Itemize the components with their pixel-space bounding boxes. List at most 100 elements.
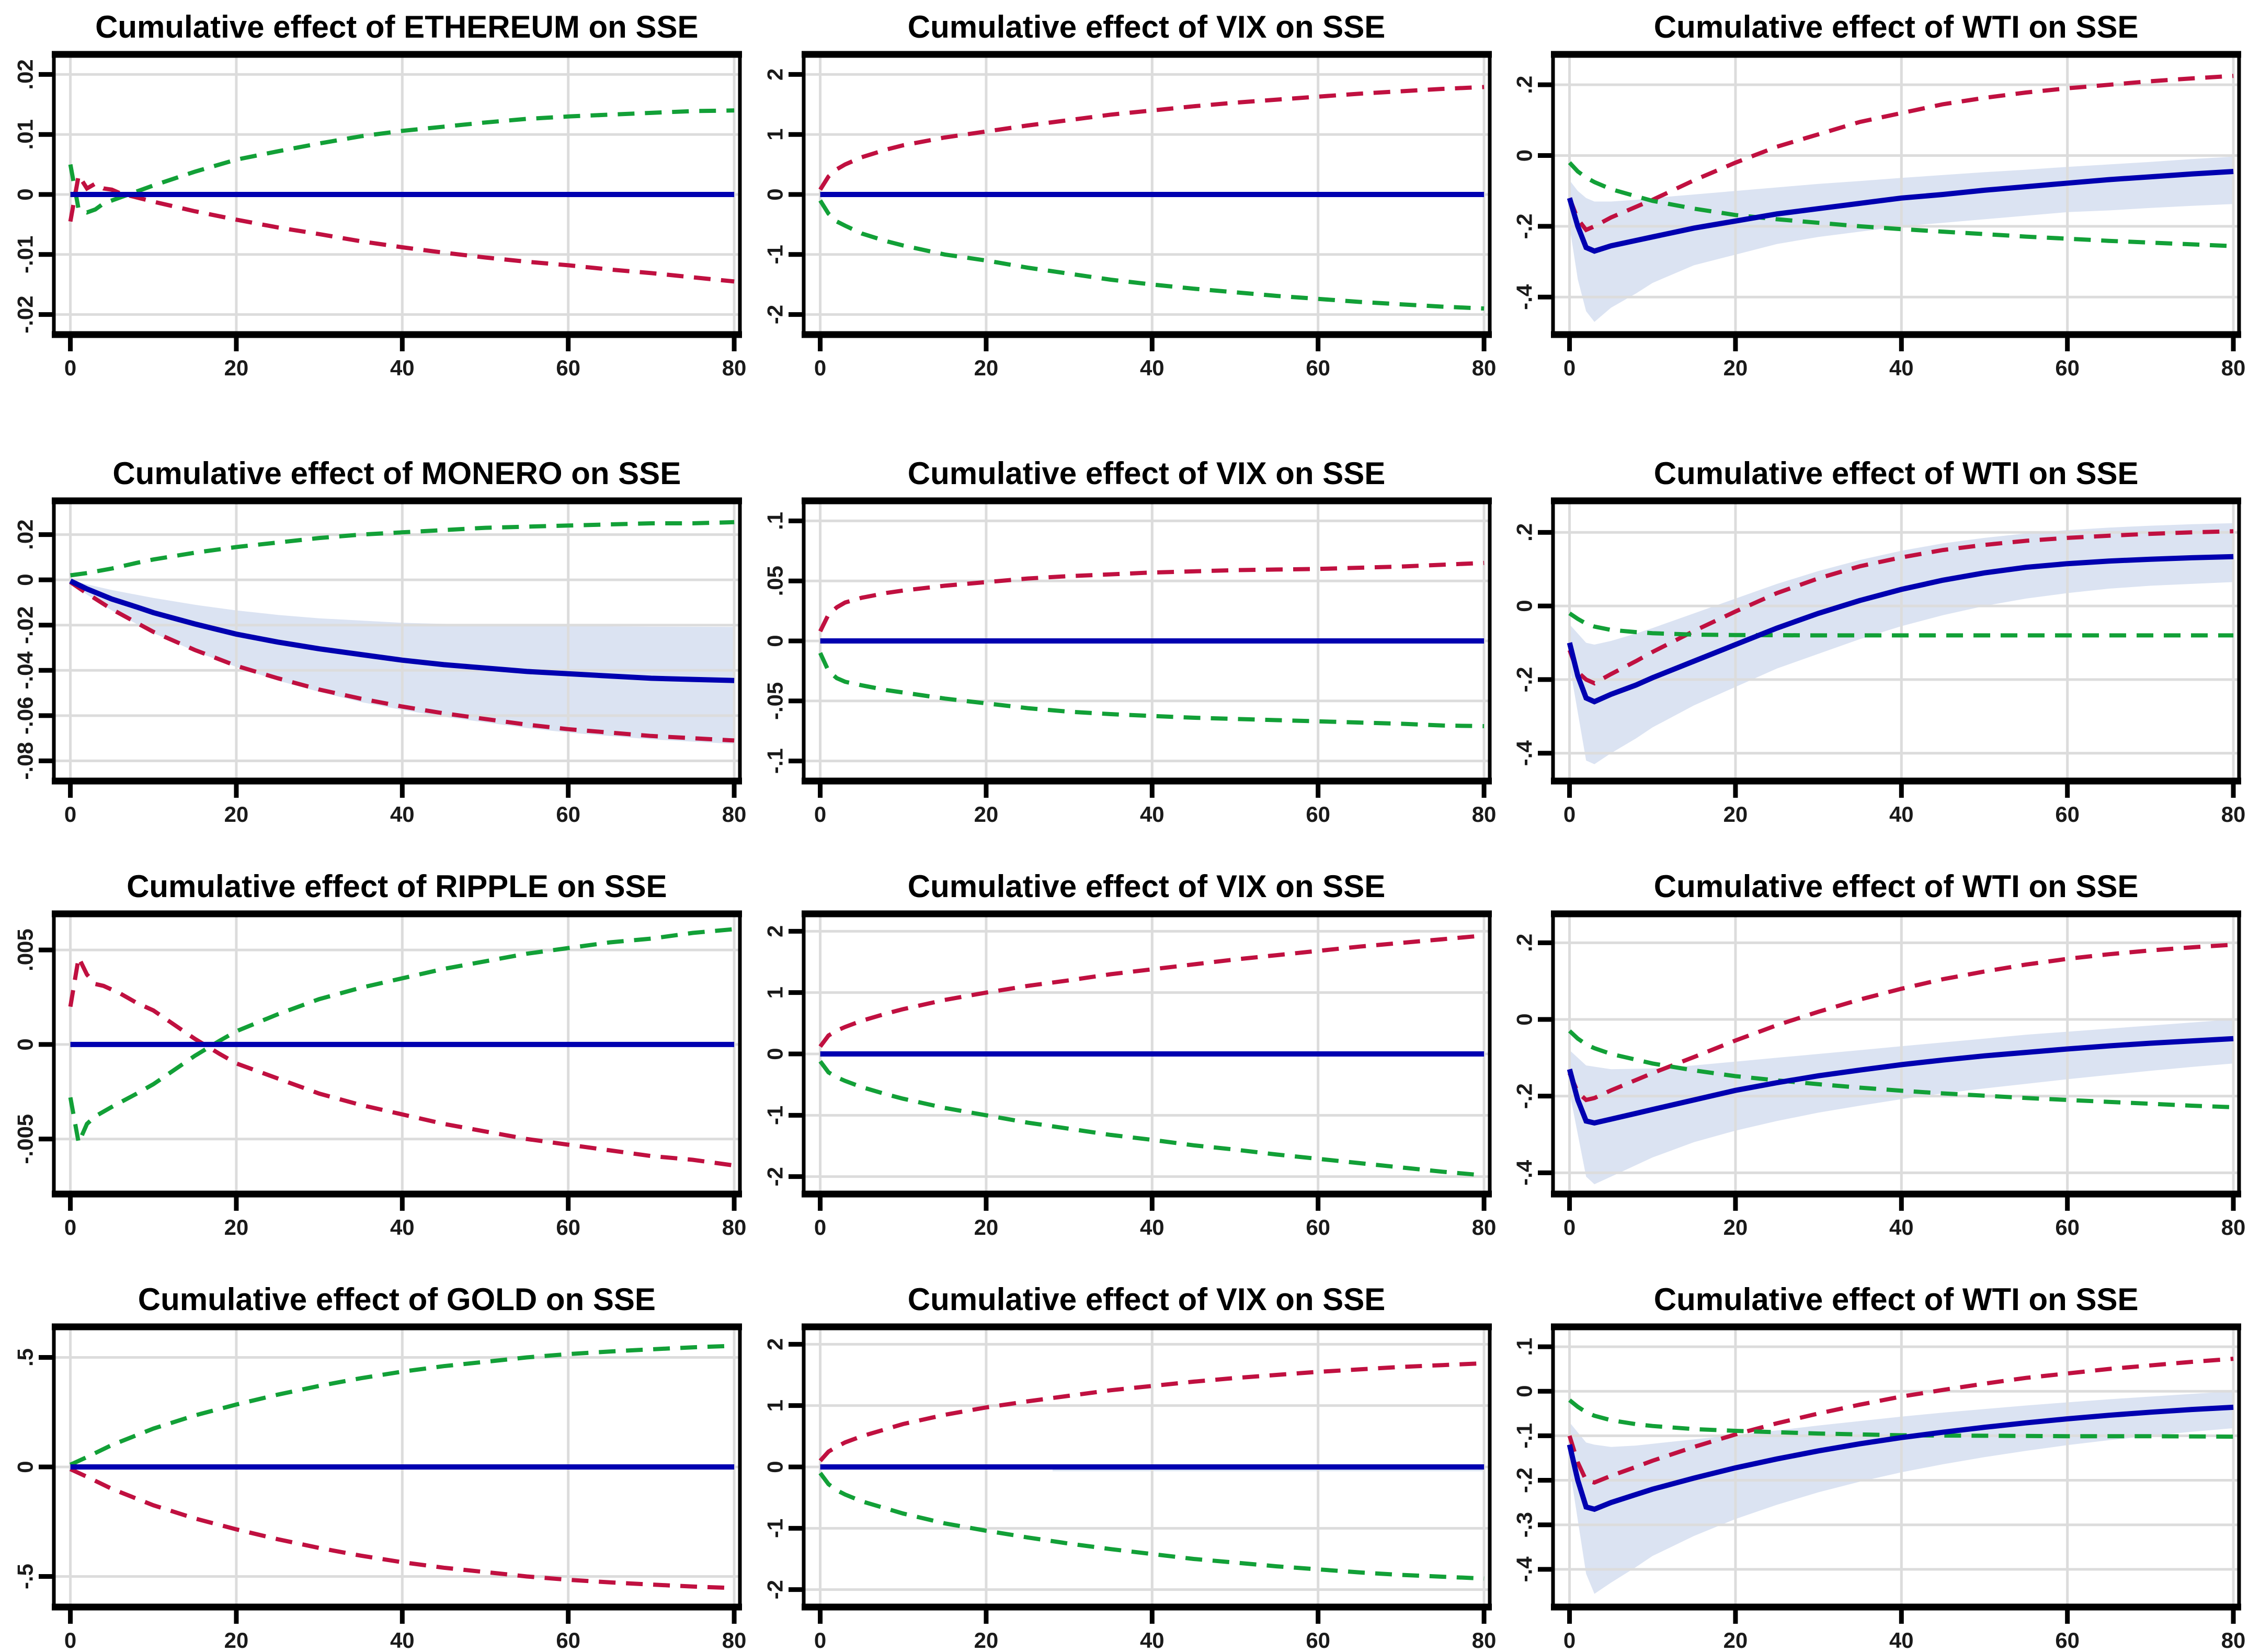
chart-title: Cumulative effect of WTI on SSE [1653, 869, 2139, 904]
x-tick-label: 40 [1889, 355, 1914, 380]
y-tick-label: 0 [1512, 1013, 1537, 1025]
y-tick-label: .2 [1512, 523, 1537, 542]
x-tick-label: 80 [1471, 355, 1496, 380]
x-tick-label: 60 [1306, 355, 1330, 380]
y-tick-label: .05 [762, 566, 787, 596]
x-tick-label: 40 [1140, 355, 1165, 380]
series-lower-bound-red [69, 580, 735, 743]
x-tick-label: 40 [1889, 802, 1914, 826]
y-tick-label: 1 [762, 1399, 787, 1412]
y-tick-label: -.2 [1512, 1467, 1537, 1493]
x-tick-label: 80 [722, 1215, 747, 1239]
chart-title: Cumulative effect of VIX on SSE [907, 9, 1386, 44]
y-tick-label: -.5 [13, 1564, 38, 1589]
x-tick-label: 60 [2056, 1628, 2080, 1652]
y-tick-label: -.3 [1512, 1512, 1537, 1538]
x-tick-label: 40 [390, 802, 415, 826]
y-tick-label: 0 [1512, 150, 1537, 162]
x-tick-label: 80 [1471, 1215, 1496, 1239]
series-effect-blue [1567, 169, 2234, 254]
chart-wti-3: 0 20 40 60 80 .2 0 -.2 -.4 [1512, 910, 2246, 1239]
y-tick-label: 0 [1512, 1385, 1537, 1397]
x-tick-label: 0 [64, 802, 76, 826]
y-tick-label: -2 [762, 305, 787, 324]
y-tick-label: 0 [762, 1048, 787, 1060]
chart-cell-gold: Cumulative effect of GOLD on SSE 0 20 40 60… [0, 1239, 750, 1652]
y-tick-label: -.01 [13, 236, 38, 273]
x-tick-label: 0 [814, 1628, 826, 1652]
x-tick-label: 40 [1140, 802, 1165, 826]
y-tick-label: .2 [1512, 76, 1537, 94]
chart-cell-wti-3: Cumulative effect of WTI on SSE 0 20 40 60 8… [1499, 826, 2249, 1239]
y-tick-label: -.05 [762, 682, 787, 720]
chart-title: Cumulative effect of WTI on SSE [1653, 456, 2139, 491]
chart-wti-4: 0 20 40 60 80 .1 0 -.1 -.2 -.3 -.4 [1512, 1323, 2246, 1652]
x-tick-label: 20 [224, 355, 249, 380]
chart-title: Cumulative effect of WTI on SSE [1653, 9, 2139, 44]
x-tick-label: 20 [224, 1628, 249, 1652]
y-tick-label: 2 [762, 68, 787, 81]
y-tick-label: -.4 [1512, 1556, 1537, 1582]
x-tick-label: 40 [390, 355, 415, 380]
x-tick-label: 0 [814, 802, 826, 826]
x-tick-label: 20 [224, 802, 249, 826]
chart-cell-vix-2: Cumulative effect of VIX on SSE 0 20 40 60 8… [750, 413, 1500, 826]
x-tick-label: 60 [556, 802, 580, 826]
series-upper-bound-red [1568, 529, 2234, 686]
chart-cell-ethereum: Cumulative effect of ETHEREUM on SSE 0 20… [0, 0, 750, 413]
x-tick-label: 80 [2221, 1215, 2246, 1239]
x-tick-label: 60 [2056, 802, 2080, 826]
y-tick-label: 2 [762, 1338, 787, 1350]
y-tick-label: -.06 [13, 697, 38, 735]
series-effect-blue [1567, 554, 2234, 705]
y-tick-label: 1 [762, 986, 787, 999]
series-upper-bound-red [818, 1361, 1484, 1462]
y-tick-label: -.04 [13, 651, 38, 689]
chart-cell-vix-4: Cumulative effect of VIX on SSE 0 20 40 60 8… [750, 1239, 1500, 1652]
y-tick-label: .02 [13, 519, 38, 549]
chart-ripple: 0 20 40 60 80 .005 0 -.005 [13, 910, 747, 1239]
y-tick-label: -.02 [13, 295, 38, 333]
x-tick-label: 80 [2221, 355, 2246, 380]
x-tick-label: 0 [814, 1215, 826, 1239]
series-lower-bound-green [818, 199, 1484, 311]
series-effect-blue [1567, 1404, 2234, 1512]
y-tick-label: 1 [762, 129, 787, 141]
y-tick-label: -.2 [1512, 213, 1537, 239]
series-lower-bound-green [1568, 1398, 2234, 1439]
y-tick-label: 0 [13, 1461, 38, 1473]
x-tick-label: 0 [64, 355, 76, 380]
y-tick-label: -.08 [13, 742, 38, 779]
x-tick-label: 60 [1306, 1215, 1330, 1239]
x-tick-label: 80 [1471, 1628, 1496, 1652]
series-green-dashed [68, 927, 735, 1150]
x-tick-label: 60 [556, 1215, 580, 1239]
chart-title: Cumulative effect of ETHEREUM on SSE [95, 9, 699, 44]
y-tick-label: -1 [762, 245, 787, 264]
series-upper-bound-red [1568, 943, 2234, 1103]
y-tick-label: 0 [13, 188, 38, 200]
y-tick-label: .1 [762, 512, 787, 530]
chart-wti-2: 0 20 40 60 80 .2 0 -.2 -.4 [1512, 497, 2246, 826]
y-tick-label: .5 [13, 1348, 38, 1367]
x-tick-label: 0 [1563, 802, 1576, 826]
chart-gold: 0 20 40 60 80 .5 0 -.5 [13, 1323, 747, 1652]
x-tick-label: 20 [1723, 355, 1748, 380]
series-upper-bound-red [818, 933, 1485, 1048]
y-tick-label: -2 [762, 1580, 787, 1599]
chart-title: Cumulative effect of RIPPLE on SSE [127, 869, 667, 904]
series-upper-bound-green [69, 1344, 735, 1467]
y-tick-label: 0 [762, 188, 787, 200]
x-tick-label: 0 [1563, 1215, 1576, 1239]
x-tick-label: 80 [722, 1628, 747, 1652]
y-tick-label: -.2 [1512, 1083, 1537, 1109]
chart-title: Cumulative effect of VIX on SSE [907, 1282, 1386, 1317]
x-tick-label: 20 [1723, 802, 1748, 826]
chart-title: Cumulative effect of GOLD on SSE [138, 1282, 656, 1317]
chart-cell-wti-2: Cumulative effect of WTI on SSE 0 20 40 60 8… [1499, 413, 2249, 826]
chart-cell-wti-4: Cumulative effect of WTI on SSE 0 20 40 60 8… [1499, 1239, 2249, 1652]
series-upper-bound-green [70, 520, 735, 578]
series-lower-bound-green [818, 1060, 1485, 1178]
y-tick-label: .01 [13, 119, 38, 150]
y-tick-label: 0 [13, 1038, 38, 1050]
